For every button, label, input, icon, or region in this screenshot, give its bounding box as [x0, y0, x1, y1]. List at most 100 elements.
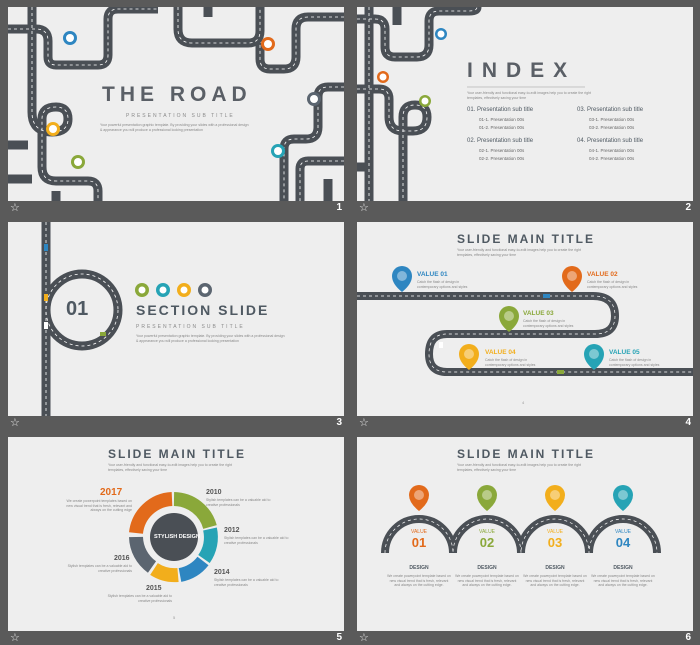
step-desc: We create powerpoint template based on n…: [523, 574, 587, 587]
slide-footer: ☆ 3: [8, 416, 344, 430]
year-label: 2017: [100, 487, 123, 498]
index-item-title: 02. Presentation sub title: [467, 138, 534, 144]
year-label: 2012: [224, 527, 240, 534]
location-pin-icon: [409, 485, 633, 511]
value-desc: Catch the flash of design in contemporar…: [587, 280, 638, 289]
location-pin-icon: [377, 28, 447, 107]
step-value-label: VALUE: [546, 529, 564, 535]
slide-thumbnail-4[interactable]: SLIDE MAIN TITLE Your user-friendly and …: [357, 222, 693, 430]
slide-body: Your powerful presentation graphic templ…: [136, 334, 285, 343]
slide-canvas: SLIDE MAIN TITLE Your user-friendly and …: [357, 437, 693, 631]
index-item-sub: 04-1. Presentation 00s: [589, 148, 635, 153]
slide-thumbnail-1[interactable]: THE ROAD PRESENTATION SUB TITLE Your pow…: [8, 7, 344, 215]
index-item-title: 03. Presentation sub title: [577, 107, 644, 113]
location-pin-icon: [392, 266, 604, 370]
year-desc: Stylish templates can be a valuable aid …: [107, 594, 172, 603]
arch-road-graphic: [381, 485, 661, 554]
road-network-graphic: [41, 222, 212, 416]
slide-body: Your user-friendly and functional easy-t…: [457, 463, 581, 472]
slide-canvas: SLIDE MAIN TITLE Your user-friendly and …: [8, 437, 344, 631]
value-desc: Catch the flash of design in contemporar…: [417, 280, 468, 289]
slide-footer: ☆ 4: [357, 416, 693, 430]
road-network-graphic: [8, 7, 344, 201]
step-value-label: VALUE: [410, 529, 428, 535]
slide-body: Your user-friendly and functional easy-t…: [108, 463, 232, 472]
star-icon[interactable]: ☆: [359, 631, 369, 644]
star-icon[interactable]: ☆: [10, 416, 20, 429]
step-desc: We create powerpoint template based on n…: [387, 574, 451, 587]
location-pin-icon: [135, 283, 212, 297]
slide-body: Your user-friendly and functional easy-t…: [457, 248, 581, 257]
step-item[interactable]: VALUE 02: [463, 529, 511, 550]
slide-footer: ☆ 2: [357, 201, 693, 215]
step-value-label: VALUE: [614, 529, 632, 535]
value-desc: Catch the flash of design in contemporar…: [609, 358, 660, 367]
step-desc: We create powerpoint template based on n…: [455, 574, 519, 587]
slide-number: 2: [685, 202, 691, 213]
index-item-sub: 03-2. Presentation 00s: [589, 125, 635, 130]
value-label: VALUE 01: [417, 271, 448, 278]
slide-thumbnail-6[interactable]: SLIDE MAIN TITLE Your user-friendly and …: [357, 437, 693, 645]
step-item[interactable]: VALUE 03: [531, 529, 579, 550]
index-item-sub: 02-1. Presentation 00s: [479, 148, 525, 153]
page-number: 5: [173, 615, 176, 620]
section-number: 01: [66, 298, 89, 320]
step-desc: We create powerpoint template based on n…: [591, 574, 655, 587]
slide-subtitle: PRESENTATION SUB TITLE: [136, 324, 245, 330]
road-network-graphic: [357, 7, 585, 201]
step-item[interactable]: VALUE 01: [395, 529, 443, 550]
index-item-sub: 04-2. Presentation 00s: [589, 156, 635, 161]
slide-number: 3: [336, 417, 342, 428]
year-desc: Stylish templates can be a valuable aid …: [214, 578, 279, 587]
slide-title: INDEX: [467, 59, 577, 82]
slide-footer: ☆ 1: [8, 201, 344, 215]
year-desc: Stylish templates can be a valuable aid …: [206, 498, 271, 507]
index-item-title: 04. Presentation sub title: [577, 138, 644, 144]
slide-subtitle: PRESENTATION SUB TITLE: [126, 113, 235, 119]
slide-title: SLIDE MAIN TITLE: [108, 447, 246, 461]
slide-number: 5: [336, 632, 342, 643]
star-icon[interactable]: ☆: [10, 631, 20, 644]
slide-thumbnail-5[interactable]: SLIDE MAIN TITLE Your user-friendly and …: [8, 437, 344, 645]
step-design-label: DESIGN: [409, 565, 429, 571]
star-icon[interactable]: ☆: [10, 201, 20, 214]
donut-diagram: [129, 492, 218, 583]
step-number: 01: [411, 535, 427, 550]
step-design-label: DESIGN: [477, 565, 497, 571]
year-label: 2010: [206, 489, 222, 496]
slide-title: THE ROAD: [102, 83, 252, 106]
value-label: VALUE 03: [523, 310, 554, 317]
winding-road-graphic: [357, 266, 693, 376]
slide-number: 6: [685, 632, 691, 643]
slide-body: Your user-friendly and functional easy-t…: [467, 91, 591, 100]
star-icon[interactable]: ☆: [359, 201, 369, 214]
step-value-label: VALUE: [478, 529, 496, 535]
slide-title: SLIDE MAIN TITLE: [457, 232, 595, 246]
year-desc: Stylish templates can be a valuable aid …: [67, 564, 132, 573]
index-item-sub: 01-2. Presentation 00s: [479, 125, 525, 130]
step-detail: DESIGN We create powerpoint template bas…: [523, 565, 587, 588]
slide-thumbnail-3[interactable]: 01 SECTION SLIDE PRESENTATION SUB TITLE …: [8, 222, 344, 430]
donut-center-label: STYLISH DESIGN: [154, 534, 200, 540]
step-detail: DESIGN We create powerpoint template bas…: [455, 565, 519, 588]
slide-title: SLIDE MAIN TITLE: [457, 447, 595, 461]
location-pin-icon: [46, 31, 321, 169]
step-item[interactable]: VALUE 04: [599, 529, 647, 550]
index-item-sub: 02-2. Presentation 00s: [479, 156, 525, 161]
slide-number: 1: [336, 202, 342, 213]
page-number: 4: [522, 400, 525, 405]
slide-number: 4: [685, 417, 691, 428]
slide-canvas: SLIDE MAIN TITLE Your user-friendly and …: [357, 222, 693, 416]
step-number: 03: [547, 535, 563, 550]
step-design-label: DESIGN: [545, 565, 565, 571]
slide-footer: ☆ 6: [357, 631, 693, 645]
star-icon[interactable]: ☆: [359, 416, 369, 429]
index-item-title: 01. Presentation sub title: [467, 107, 534, 113]
slide-thumbnail-2[interactable]: INDEX Your user-friendly and functional …: [357, 7, 693, 215]
year-desc: Stylish templates can be a valuable aid …: [224, 536, 289, 545]
year-label: 2015: [146, 585, 162, 592]
index-item-sub: 03-1. Presentation 00s: [589, 117, 635, 122]
value-label: VALUE 05: [609, 349, 640, 356]
slide-title: SECTION SLIDE: [136, 302, 270, 318]
step-number: 04: [615, 535, 631, 550]
